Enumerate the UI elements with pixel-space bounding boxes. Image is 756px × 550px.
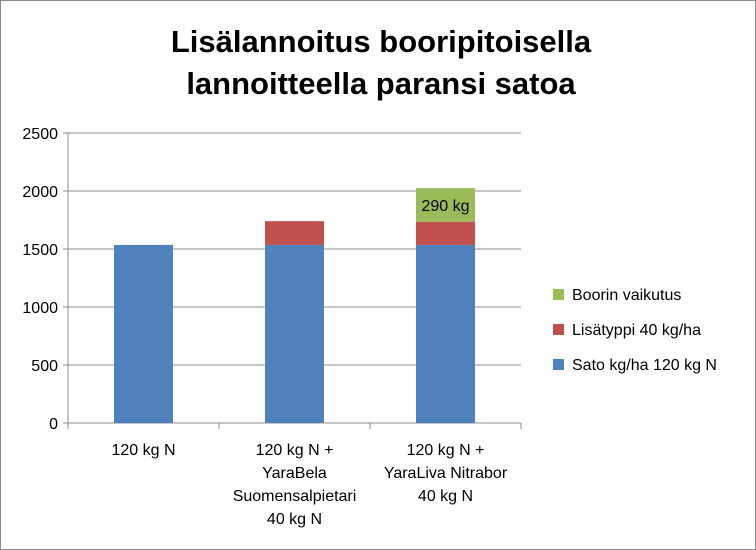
legend-swatch xyxy=(553,324,564,335)
y-tick-label: 2500 xyxy=(22,126,58,143)
legend-swatch xyxy=(553,359,564,370)
legend-label: Lisätyppi 40 kg/ha xyxy=(572,322,701,339)
x-tick-label: 120 kg N + xyxy=(256,442,334,459)
bar-segment xyxy=(114,244,173,423)
y-tick-label: 1500 xyxy=(22,242,58,259)
x-tick-label: 120 kg N + xyxy=(407,442,485,459)
chart-title: Lisälannoitus booripitoisella lannoittee… xyxy=(91,21,671,105)
bar-segment xyxy=(416,244,475,423)
bar-segment xyxy=(416,188,475,222)
bar-segment xyxy=(265,244,324,423)
data-label: 290 kg xyxy=(421,198,469,215)
chart-title-line-1: Lisälannoitus booripitoisella xyxy=(170,24,592,59)
y-tick-label: 2000 xyxy=(22,184,58,201)
bar-segment xyxy=(416,221,475,245)
x-tick-label: Suomensalpietari xyxy=(233,488,357,505)
y-tick-label: 0 xyxy=(49,416,58,433)
legend-label: Boorin vaikutus xyxy=(572,287,681,304)
x-tick-label: 40 kg N xyxy=(418,488,473,505)
y-tick-label: 500 xyxy=(31,358,58,375)
bar-segment xyxy=(265,221,324,245)
legend-label: Sato kg/ha 120 kg N xyxy=(572,357,717,374)
x-tick-label: 40 kg N xyxy=(267,511,322,528)
x-tick-label: 120 kg N xyxy=(111,442,175,459)
x-tick-label: YaraLiva Nitrabor xyxy=(384,465,508,482)
chart-title-line-2: lannoitteella paransi satoa xyxy=(186,66,576,101)
legend-swatch xyxy=(553,289,564,300)
y-tick-label: 1000 xyxy=(22,300,58,317)
x-tick-label: YaraBela xyxy=(262,465,327,482)
